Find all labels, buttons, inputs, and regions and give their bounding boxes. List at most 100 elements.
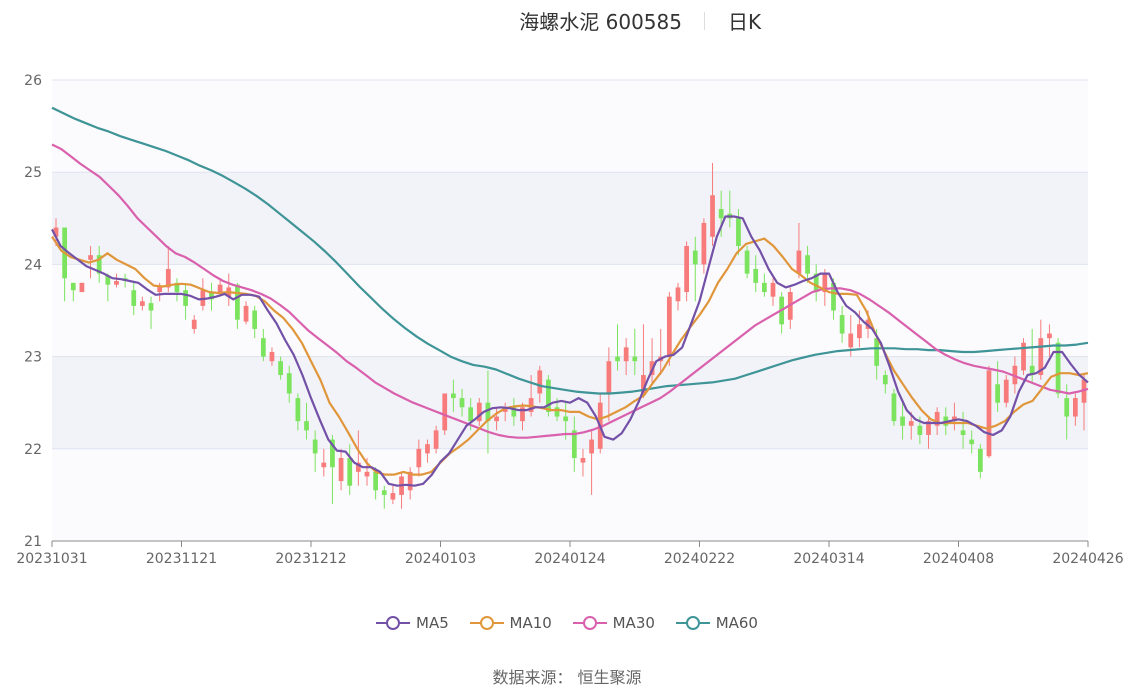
candle-body (761, 282, 767, 293)
candle-body (917, 425, 923, 435)
candle-body (1021, 342, 1026, 371)
candle-body (986, 370, 992, 457)
candle-body (684, 245, 689, 293)
y-tick-label: 26 (24, 73, 42, 89)
grid-bands (52, 80, 1088, 541)
x-axis: 20231031 20231121 20231212 20240103 20240124… (16, 540, 1124, 567)
candle-body (977, 448, 983, 472)
candle-body (900, 416, 905, 426)
candle-body (580, 458, 586, 463)
x-tick-label: 20231121 (146, 551, 217, 567)
candle-body (718, 209, 724, 219)
legend-label: MA30 (612, 614, 655, 632)
candle-body (710, 195, 715, 237)
candle-body (459, 398, 465, 408)
candle-body (364, 471, 370, 477)
stock-name: 海螺水泥 600585 (519, 10, 682, 34)
candle-body (433, 430, 439, 449)
ma-line-ma60 (51, 106, 1089, 395)
candle-body (960, 430, 966, 435)
period-label: 日K (728, 10, 762, 34)
legend-label: MA10 (509, 614, 552, 632)
candle-body (511, 407, 517, 417)
candle-body (140, 301, 145, 306)
legend-ma10[interactable]: MA10 (469, 614, 552, 632)
x-tick-label: 20240314 (793, 551, 864, 567)
candle-body (502, 407, 508, 412)
candle-body (926, 421, 931, 435)
candle-body (468, 407, 474, 422)
candle-body (425, 444, 430, 454)
legend-label: MA60 (715, 614, 758, 632)
candle-body (217, 284, 223, 293)
candle-body (338, 458, 344, 482)
candle-body (546, 379, 551, 412)
candle-body (563, 416, 569, 422)
candle-body (407, 471, 413, 491)
y-tick-label: 23 (24, 350, 42, 366)
candle-body (174, 282, 180, 293)
candle-body (148, 303, 154, 311)
candle-body (770, 282, 776, 297)
candle-body (235, 284, 240, 320)
candle-body (381, 490, 387, 495)
candle-body (632, 356, 638, 362)
candle-body (1029, 365, 1035, 376)
candle-body (796, 250, 802, 274)
ma-line-ma30 (51, 143, 1089, 439)
candle-body (675, 287, 681, 302)
candle-body (831, 282, 836, 311)
candle-body (209, 292, 214, 300)
legend-ma60[interactable]: MA60 (675, 614, 758, 632)
candle-body (373, 471, 379, 491)
candle-body (934, 411, 940, 426)
y-tick-label: 22 (24, 442, 42, 458)
legend-ma30[interactable]: MA30 (572, 614, 655, 632)
x-tick-label: 20240222 (664, 551, 735, 567)
candle-body (623, 347, 629, 362)
candle-body (286, 373, 292, 394)
candle-body (278, 361, 283, 376)
candle-body (736, 218, 741, 246)
data-source: 数据来源： 恒生聚源 (492, 668, 642, 687)
candle-body (857, 324, 862, 339)
y-axis: 21 22 23 24 25 26 (24, 73, 42, 550)
candle-body (874, 338, 880, 366)
candle-body (995, 384, 1000, 403)
candle-body (1038, 338, 1044, 376)
candle-body (571, 430, 577, 459)
candle-body (451, 393, 456, 399)
ma30-marker-icon (572, 616, 607, 630)
candle-body (295, 398, 301, 422)
candle-body (537, 370, 543, 394)
grid-band (52, 264, 1088, 357)
candle-body (554, 407, 560, 417)
grid-band (52, 80, 1088, 173)
candle-body (1047, 333, 1052, 339)
candle-body (485, 402, 491, 422)
candle-body (701, 222, 707, 265)
ma60-marker-icon (675, 616, 710, 630)
candle-body (165, 269, 171, 288)
candle-body (839, 315, 845, 334)
ma-line-ma10 (51, 236, 1089, 476)
candle-body (105, 275, 111, 285)
legend-ma5[interactable]: MA5 (376, 614, 449, 632)
candle-body (1072, 398, 1078, 417)
candle-body (666, 296, 672, 357)
candle-body (1055, 342, 1061, 394)
candle-body (615, 356, 620, 362)
x-tick-label: 20240103 (405, 551, 476, 567)
candle-body (442, 393, 448, 431)
ma-line-ma5 (51, 215, 1089, 487)
candle-body (312, 439, 318, 454)
x-tick-label: 20240124 (534, 551, 605, 567)
candle-body (494, 416, 499, 422)
grid-band (52, 172, 1088, 265)
candle-body (805, 255, 810, 274)
candle-body (822, 273, 828, 293)
grid-lines (52, 79, 1088, 450)
candle-body (692, 250, 698, 265)
candle-body (416, 448, 422, 468)
